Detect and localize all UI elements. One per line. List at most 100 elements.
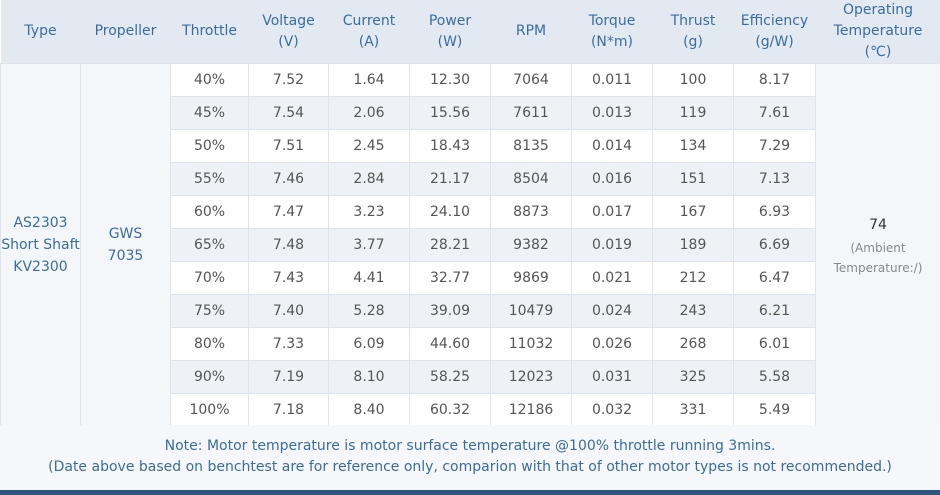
value-cell: 0.021 <box>571 261 653 295</box>
value-cell: 75% <box>170 294 249 328</box>
value-cell: 134 <box>652 129 734 163</box>
header-cell: Torque (N*m) <box>571 0 653 64</box>
header-cell: Throttle <box>170 0 249 64</box>
text-line: Short Shaft <box>1 237 80 253</box>
header-cell: Propeller <box>80 0 171 64</box>
value-cell: 0.017 <box>571 195 653 229</box>
value-cell: 18.43 <box>409 129 491 163</box>
text-line: RPM <box>515 23 547 39</box>
value-cell: 6.09 <box>328 327 410 361</box>
text-line: AS2303 <box>13 215 68 231</box>
value-cell: 32.77 <box>409 261 491 295</box>
value-cell: 0.016 <box>571 162 653 196</box>
text-line: Torque <box>588 12 636 29</box>
header-cell: Voltage (V) <box>248 0 329 64</box>
value-cell: 7.43 <box>248 261 329 295</box>
value-cell: 0.019 <box>571 228 653 262</box>
value-cell: 80% <box>170 327 249 361</box>
header-row: Type Propeller Throttle Voltage (V) Current (A… <box>0 0 940 64</box>
text-line: Efficiency <box>740 12 809 29</box>
value-cell: 0.026 <box>571 327 653 361</box>
value-cell: 8.10 <box>328 360 410 394</box>
value-cell: 10479 <box>490 294 572 328</box>
header-cell: Power (W) <box>409 0 491 64</box>
text-line: (W) <box>437 33 463 50</box>
value-cell: 40% <box>170 63 249 97</box>
footnote: Note: Motor temperature is motor surface… <box>0 425 940 490</box>
value-cell: 6.01 <box>733 327 816 361</box>
value-cell: 12023 <box>490 360 572 394</box>
value-cell: 7.54 <box>248 96 329 130</box>
value-cell: 331 <box>652 393 734 427</box>
value-cell: 0.032 <box>571 393 653 427</box>
value-cell: 21.17 <box>409 162 491 196</box>
text-line: Thrust <box>670 12 716 29</box>
value-cell: 7.46 <box>248 162 329 196</box>
value-cell: 6.21 <box>733 294 816 328</box>
value-cell: 90% <box>170 360 249 394</box>
value-cell: 8135 <box>490 129 572 163</box>
text-line: (Ambient <box>850 241 906 255</box>
text-line: (Date above based on benchtest are for r… <box>48 459 892 475</box>
text-line: Temperature <box>833 23 923 39</box>
value-cell: 55% <box>170 162 249 196</box>
value-cell: 50% <box>170 129 249 163</box>
value-cell: 2.06 <box>328 96 410 130</box>
value-cell: 1.64 <box>328 63 410 97</box>
value-cell: 2.84 <box>328 162 410 196</box>
value-cell: 325 <box>652 360 734 394</box>
value-cell: 8873 <box>490 195 572 229</box>
text-line: Current <box>342 12 396 29</box>
text-line: Throttle <box>182 23 237 39</box>
value-cell: 15.56 <box>409 96 491 130</box>
value-cell: 7.19 <box>248 360 329 394</box>
value-cell: 100% <box>170 393 249 427</box>
value-cell: 58.25 <box>409 360 491 394</box>
value-cell: 7.61 <box>733 96 816 130</box>
data-table: Type Propeller Throttle Voltage (V) Current (A… <box>0 0 940 427</box>
text-line: Temperature:/) <box>833 261 923 275</box>
value-cell: 6.69 <box>733 228 816 262</box>
value-cell: 268 <box>652 327 734 361</box>
value-cell: 2.45 <box>328 129 410 163</box>
value-cell: 119 <box>652 96 734 130</box>
temperature-cell: 74 (Ambient Temperature:/) <box>815 63 940 427</box>
value-cell: 7.40 <box>248 294 329 328</box>
value-cell: 5.58 <box>733 360 816 394</box>
text-line: 7035 <box>107 248 144 264</box>
table-row: 90% 7.19 8.10 58.25 12023 0.031 325 5.58 <box>1 360 940 394</box>
value-cell: 6.93 <box>733 195 816 229</box>
table-row: 45% 7.54 2.06 15.56 7611 0.013 119 7.61 <box>1 96 940 130</box>
value-cell: 0.013 <box>571 96 653 130</box>
text-line: Type <box>24 23 57 39</box>
value-cell: 24.10 <box>409 195 491 229</box>
header-cell: Current (A) <box>328 0 410 64</box>
table-row: 50% 7.51 2.45 18.43 8135 0.014 134 7.29 <box>1 129 940 163</box>
value-cell: 0.031 <box>571 360 653 394</box>
header-cell: Type <box>0 0 81 64</box>
value-cell: 39.09 <box>409 294 491 328</box>
table-body: AS2303 Short Shaft KV2300 GWS 7035 40% 7.52 1.6… <box>0 63 940 427</box>
text-line: (N*m) <box>590 33 634 50</box>
header-cell: Thrust (g) <box>652 0 734 64</box>
value-cell: 7.13 <box>733 162 816 196</box>
value-cell: 7064 <box>490 63 572 97</box>
value-cell: 100 <box>652 63 734 97</box>
value-cell: 65% <box>170 228 249 262</box>
value-cell: 7.29 <box>733 129 816 163</box>
value-cell: 5.49 <box>733 393 816 427</box>
text-line: (V) <box>278 33 299 50</box>
value-cell: 9382 <box>490 228 572 262</box>
value-cell: 9869 <box>490 261 572 295</box>
value-cell: 44.60 <box>409 327 491 361</box>
value-cell: 60% <box>170 195 249 229</box>
value-cell: 60.32 <box>409 393 491 427</box>
value-cell: 12.30 <box>409 63 491 97</box>
value-cell: 189 <box>652 228 734 262</box>
value-cell: 0.014 <box>571 129 653 163</box>
text-line: Propeller <box>94 23 157 39</box>
temperature-value: 74 <box>869 217 887 233</box>
value-cell: 28.21 <box>409 228 491 262</box>
value-cell: 0.011 <box>571 63 653 97</box>
propeller-cell: GWS 7035 <box>80 63 171 427</box>
